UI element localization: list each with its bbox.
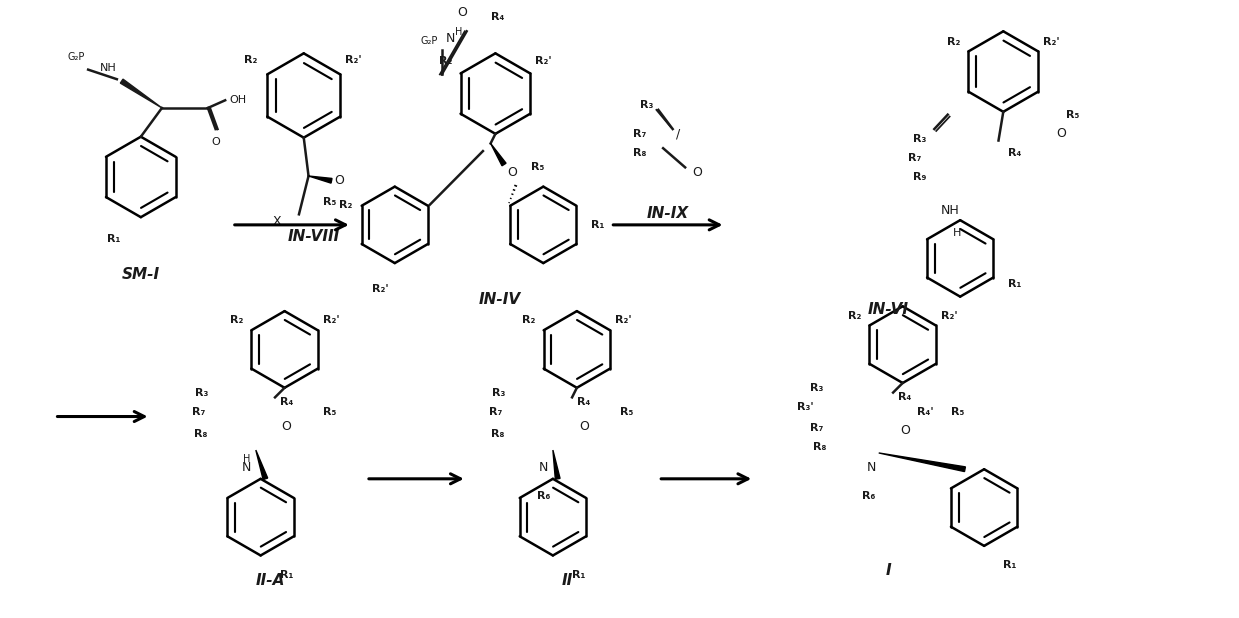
Text: R₅: R₅ [950, 407, 964, 417]
Text: H: H [243, 454, 250, 465]
Text: R₆: R₆ [536, 491, 550, 501]
Text: R₂': R₂' [535, 56, 551, 66]
Text: R₂: R₂ [338, 200, 352, 210]
Text: R₇: R₇ [192, 407, 204, 417]
Text: O: O [691, 166, 701, 179]
Polygon shape [309, 176, 332, 183]
Text: R₅: R₅ [530, 163, 544, 172]
Polygon shape [878, 453, 965, 472]
Text: R₂': R₂' [322, 315, 339, 326]
Polygon shape [255, 450, 268, 480]
Text: R₇: R₇ [810, 423, 823, 433]
Text: R₁: R₁ [1004, 561, 1017, 570]
Text: R₂: R₂ [948, 36, 960, 46]
Text: R₄: R₄ [280, 397, 294, 407]
Text: R₈: R₈ [633, 148, 647, 158]
Text: R₄: R₄ [577, 397, 590, 407]
Text: R₃': R₃' [797, 402, 814, 412]
Polygon shape [553, 450, 560, 479]
Text: R₂: R₂ [523, 315, 535, 326]
Text: R₇: R₇ [633, 129, 647, 139]
Text: G₂P: G₂P [68, 52, 85, 62]
Text: R₃: R₃ [913, 133, 927, 143]
Text: O: O [211, 137, 221, 146]
Text: R₃: R₃ [492, 387, 506, 397]
Text: N: N [242, 461, 252, 474]
Text: R₁: R₁ [591, 220, 605, 230]
Text: O: O [335, 174, 344, 187]
Text: R₁: R₁ [1009, 279, 1021, 289]
Text: IN-IV: IN-IV [479, 292, 522, 307]
Text: R₆: R₆ [862, 491, 876, 501]
Text: R₈: R₈ [492, 429, 506, 439]
Text: O: O [900, 425, 909, 438]
Polygon shape [491, 143, 506, 166]
Text: R₇: R₇ [488, 407, 502, 417]
Text: R₄': R₄' [917, 407, 934, 417]
Text: R₅: R₅ [1066, 109, 1079, 120]
Text: O: O [507, 166, 517, 179]
Text: R₇: R₇ [908, 153, 922, 163]
Text: II: II [561, 573, 572, 588]
Text: N: N [539, 461, 548, 474]
Text: IN-VIII: IN-VIII [287, 229, 339, 243]
Polygon shape [120, 79, 162, 108]
Text: R₈: R₈ [195, 429, 208, 439]
Text: R₂: R₂ [849, 311, 861, 321]
Text: II-A: II-A [255, 573, 285, 588]
Text: R₂: R₂ [440, 56, 452, 66]
Text: R₄: R₄ [1009, 148, 1021, 158]
Text: N: N [866, 461, 876, 474]
Text: I: I [886, 563, 891, 578]
Text: H: H [953, 228, 961, 238]
Text: NH: NH [100, 64, 116, 74]
Text: R₈: R₈ [813, 442, 826, 452]
Text: OH: OH [229, 95, 247, 105]
Text: R₂': R₂' [615, 315, 632, 326]
Text: O: O [1056, 127, 1066, 140]
Text: R₂: R₂ [230, 315, 244, 326]
Text: G₂P: G₂P [420, 36, 437, 46]
Text: /: / [675, 127, 680, 140]
Text: R₃: R₃ [641, 100, 653, 110]
Text: R₂: R₂ [244, 55, 258, 65]
Text: R₁: R₁ [108, 234, 120, 245]
Text: R₂': R₂' [940, 311, 958, 321]
Text: R₁: R₁ [572, 570, 586, 580]
Text: R₁: R₁ [280, 570, 294, 580]
Text: O: O [457, 6, 467, 19]
Text: SM-I: SM-I [121, 267, 160, 282]
Text: R₅: R₅ [323, 407, 336, 417]
Text: R₂': R₂' [1043, 36, 1059, 46]
Text: IN-VI: IN-VI [867, 302, 908, 316]
Text: R₉: R₉ [913, 172, 927, 182]
Text: R₅: R₅ [323, 197, 336, 207]
Text: R₃: R₃ [195, 387, 208, 397]
Text: R₄: R₄ [898, 392, 911, 402]
Text: IN-IX: IN-IX [647, 206, 689, 221]
Text: X: X [273, 216, 281, 229]
Text: R₂': R₂' [372, 284, 389, 294]
Text: NH: NH [942, 204, 960, 217]
Text: R₃: R₃ [810, 383, 823, 393]
Text: R₅: R₅ [620, 407, 633, 417]
Text: O: O [579, 420, 589, 433]
Text: R₂': R₂' [346, 55, 362, 65]
Text: O: O [281, 420, 291, 433]
Text: R₄: R₄ [491, 12, 504, 22]
Text: N: N [446, 33, 455, 46]
Text: H: H [455, 27, 462, 38]
